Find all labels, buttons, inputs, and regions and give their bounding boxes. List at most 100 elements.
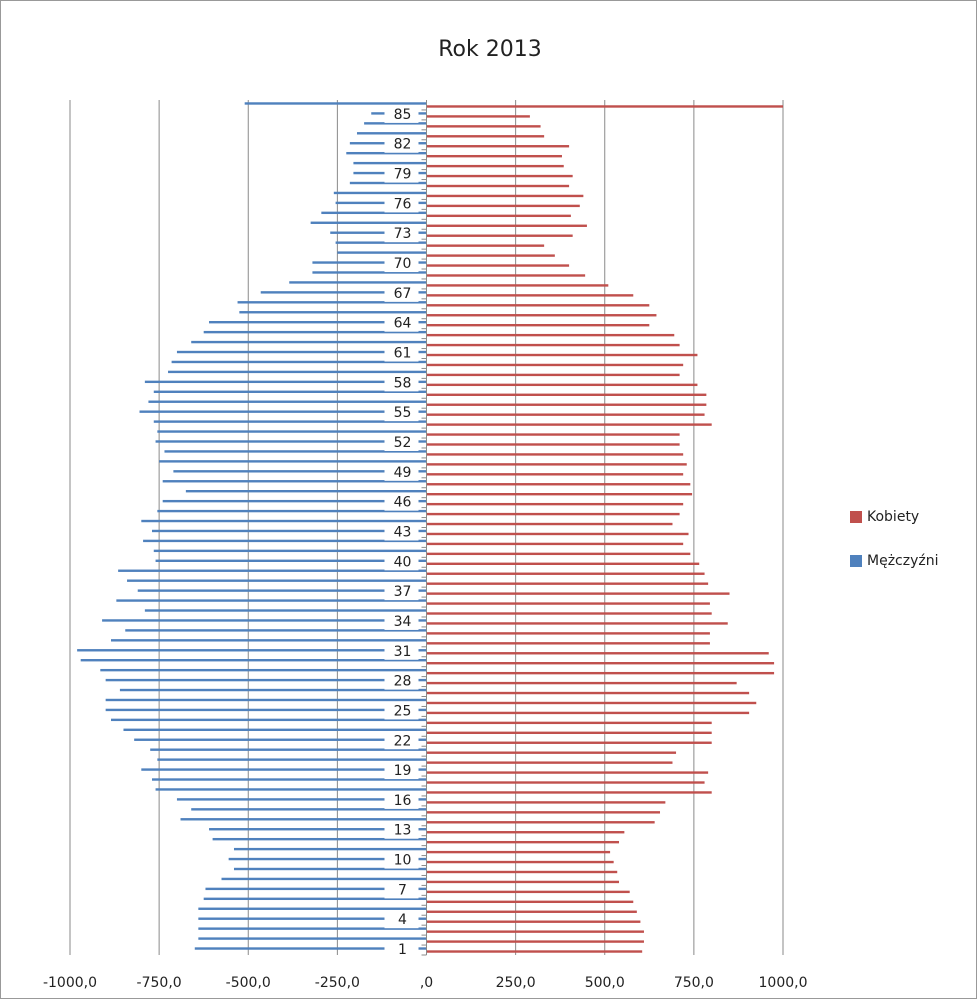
bar — [426, 602, 710, 605]
legend-label: Kobiety — [867, 509, 919, 525]
x-tick-label: 500,0 — [585, 975, 625, 991]
bar — [335, 241, 427, 244]
bar — [155, 559, 427, 562]
bar — [426, 423, 712, 426]
bar — [157, 430, 427, 433]
y-tick-label: 16 — [394, 793, 412, 809]
y-label-bg — [384, 822, 419, 839]
y-tick-label: 79 — [394, 167, 412, 183]
bar — [162, 480, 427, 483]
y-label-bg — [384, 136, 419, 153]
bar — [426, 811, 661, 814]
bar — [426, 572, 705, 575]
y-tick-label: 67 — [394, 286, 412, 302]
bar — [191, 340, 427, 344]
bar — [426, 771, 709, 774]
bar — [139, 410, 427, 413]
bar — [426, 801, 666, 804]
bar — [426, 284, 609, 287]
y-tick-label: 85 — [394, 107, 412, 123]
bar — [426, 731, 712, 735]
bar — [426, 473, 684, 476]
x-tick-label: 1000,0 — [759, 975, 808, 991]
bar — [426, 532, 689, 536]
y-tick-label: 1 — [398, 942, 407, 958]
bar — [203, 330, 427, 334]
bar — [426, 274, 586, 277]
x-tick-label: 750,0 — [674, 975, 714, 991]
bar — [209, 320, 427, 324]
bar — [198, 907, 427, 910]
bar — [162, 499, 427, 503]
y-label-bg — [384, 524, 419, 541]
bar — [221, 877, 427, 881]
bar — [426, 244, 545, 247]
bar — [289, 281, 427, 284]
y-tick-label: 7 — [398, 882, 407, 898]
y-label-bg — [384, 166, 419, 183]
y-tick-label: 13 — [394, 823, 412, 839]
bar — [426, 502, 684, 506]
y-label-bg — [384, 942, 419, 959]
bar — [171, 360, 427, 364]
x-tick-label: -750,0 — [137, 975, 182, 991]
bar — [426, 642, 710, 645]
y-tick-label: 55 — [394, 405, 412, 421]
bar — [173, 470, 427, 473]
bar — [426, 632, 710, 635]
bar — [426, 622, 728, 625]
y-label-bg — [384, 464, 419, 481]
bar — [426, 463, 687, 466]
bar — [356, 132, 427, 135]
bar — [123, 728, 427, 732]
y-label-bg — [384, 643, 419, 660]
bar — [80, 659, 427, 662]
bar — [426, 582, 709, 585]
y-label-bg — [384, 882, 419, 899]
bar — [321, 211, 427, 215]
bar — [426, 403, 707, 406]
y-label-bg — [384, 584, 419, 601]
y-label-bg — [384, 375, 419, 392]
y-label-bg — [384, 345, 419, 362]
y-tick-label: 28 — [394, 674, 412, 690]
bar — [426, 125, 541, 128]
y-label-bg — [384, 554, 419, 571]
bar — [426, 681, 737, 685]
y-label-bg — [384, 733, 419, 750]
bar — [233, 867, 427, 871]
y-label-bg — [384, 196, 419, 213]
bar — [426, 433, 680, 436]
bar — [426, 393, 707, 396]
bar — [426, 483, 691, 486]
bar — [239, 311, 427, 314]
bar — [426, 135, 545, 138]
y-tick-label: 43 — [394, 524, 412, 540]
bar — [426, 383, 698, 387]
bar — [330, 231, 427, 234]
bar — [426, 194, 584, 198]
bar — [426, 224, 587, 227]
bar — [233, 847, 427, 851]
x-tick-label: -500,0 — [226, 975, 271, 991]
bar — [198, 937, 427, 940]
bar — [426, 145, 570, 148]
bar — [426, 443, 680, 446]
bar — [426, 930, 644, 933]
bar — [176, 798, 427, 801]
bar — [426, 880, 620, 884]
y-label-bg — [384, 763, 419, 780]
bar — [312, 261, 427, 264]
bar — [426, 174, 573, 178]
y-tick-label: 70 — [394, 256, 412, 272]
bar — [426, 671, 775, 675]
bar — [153, 390, 427, 393]
bar — [426, 343, 680, 347]
bar — [105, 698, 427, 702]
y-tick-label: 82 — [394, 137, 412, 153]
y-tick-label: 58 — [394, 375, 412, 391]
bar — [118, 569, 427, 572]
bar — [151, 529, 427, 533]
bar — [310, 221, 427, 224]
